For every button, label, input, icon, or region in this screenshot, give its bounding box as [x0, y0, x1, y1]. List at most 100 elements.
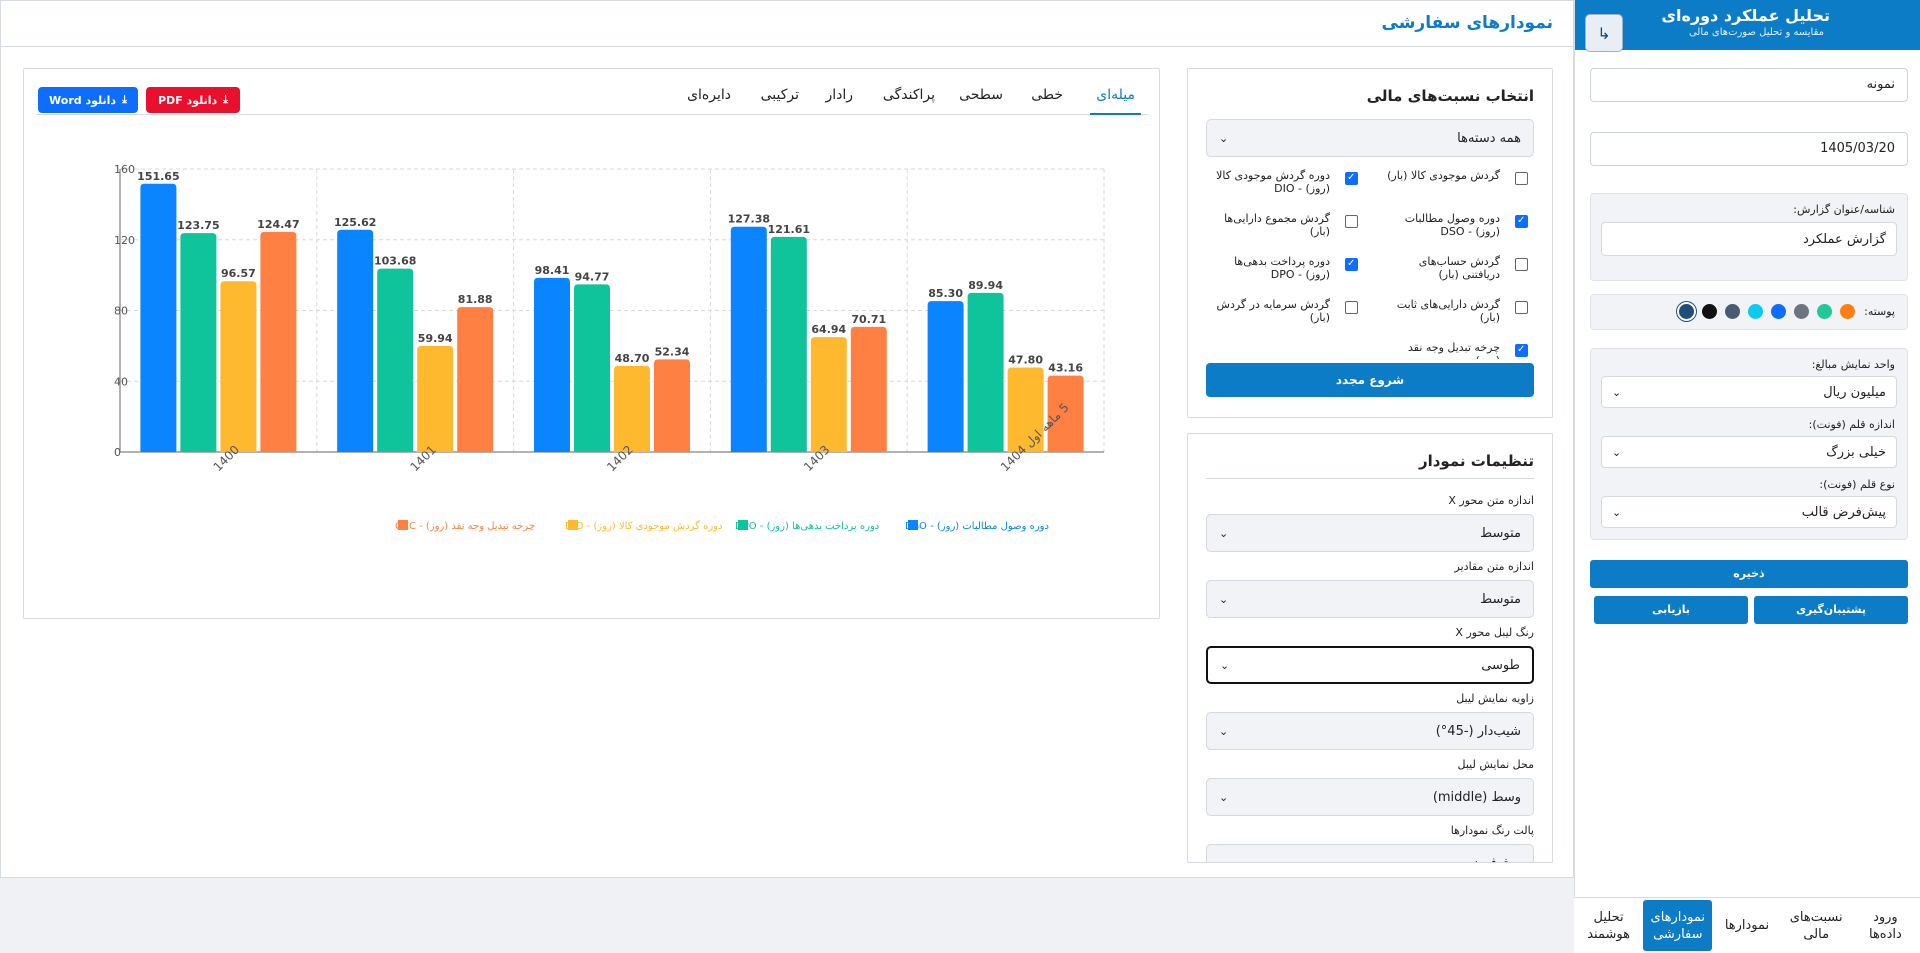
chart-bar: [654, 359, 690, 452]
legend-label: دوره وصول مطالبات (روز) - DSO: [905, 521, 1049, 532]
ratio-checkbox-label: گردش مجموع دارایی‌ها (بار): [1224, 212, 1330, 238]
y-tick-label: 120: [114, 234, 135, 247]
ratio-checkbox[interactable]: [1515, 172, 1528, 185]
chart-card: میله‌ای خطی سطحی پراکندگی رادار ترکیبی دایره‌ا…: [23, 68, 1160, 619]
setting-value: متوسط: [1480, 525, 1521, 541]
chart-tab[interactable]: میله‌ای: [1090, 83, 1141, 115]
ratio-checkbox[interactable]: [1515, 344, 1528, 357]
chevron-down-icon: ⌄: [1219, 592, 1229, 606]
ratio-checkbox-label: دوره گردش موجودی کالا (روز) - DIO: [1216, 169, 1330, 195]
legend-label: چرخه تبدیل وجه نقد (روز) - CCC: [395, 521, 535, 532]
legend-swatch: [398, 520, 408, 530]
chart-tab[interactable]: پراکندگی: [882, 87, 935, 103]
chevron-down-icon: ⌄: [1612, 445, 1622, 459]
skin-color-picker: [1671, 304, 1855, 319]
chart-settings-panel: تنظیمات نمودار اندازه متن محور X متوسط ⌄ ان…: [1187, 433, 1553, 863]
report-label: شناسه/عنوان گزارش:: [1793, 203, 1895, 216]
font-size-select[interactable]: خیلی بزرگ ⌄: [1601, 436, 1897, 468]
setting-select[interactable]: وسط (middle) ⌄: [1206, 778, 1534, 816]
ratio-checkbox[interactable]: [1515, 301, 1528, 314]
bar-value-label: 123.75: [177, 219, 219, 232]
chevron-down-icon: ⌄: [1612, 505, 1622, 519]
ratios-panel-title: انتخاب نسبت‌های مالی: [1366, 87, 1534, 105]
unit-select[interactable]: میلیون ریال ⌄: [1601, 376, 1897, 408]
chart-bar: [574, 284, 610, 452]
bottom-nav-tab[interactable]: نمودارها: [1724, 918, 1770, 933]
legend-label: دوره گردش موجودی کالا (روز) - DIO: [565, 520, 722, 532]
date-field[interactable]: 1405/03/20: [1590, 132, 1908, 166]
ratio-checkbox[interactable]: [1345, 301, 1358, 314]
setting-label: رنگ لیبل محور X: [1455, 626, 1534, 639]
skin-color-swatch[interactable]: [1679, 304, 1694, 319]
download-icon: ⤓: [223, 93, 229, 106]
sidebar-header: تحلیل عملکرد دوره‌ای مقایسه و تحلیل صورت…: [1575, 0, 1920, 52]
setting-value: پیش‌فرض: [1467, 855, 1521, 863]
skin-color-swatch[interactable]: [1794, 304, 1809, 319]
setting-select[interactable]: طوسی ⌄: [1206, 646, 1534, 684]
bar-value-label: 127.38: [728, 213, 770, 226]
ratio-checkbox[interactable]: [1345, 258, 1358, 271]
bar-value-label: 64.94: [811, 323, 846, 336]
chart-bar: [810, 337, 847, 452]
skin-color-swatch[interactable]: [1725, 304, 1740, 319]
ratio-checkbox[interactable]: [1345, 215, 1358, 228]
skin-color-swatch[interactable]: [1817, 304, 1832, 319]
setting-select[interactable]: متوسط ⌄: [1206, 580, 1534, 618]
download-pdf-button[interactable]: ⤓ دانلود PDF: [146, 87, 240, 113]
font-type-select[interactable]: پیش‌فرض قالب ⌄: [1601, 496, 1897, 528]
bottom-nav-tab[interactable]: تحلیل هوشمند: [1587, 909, 1630, 942]
company-field[interactable]: نمونه: [1590, 68, 1908, 102]
bar-value-label: 81.88: [458, 293, 493, 306]
skin-color-swatch[interactable]: [1771, 304, 1786, 319]
ratio-checkbox[interactable]: [1515, 258, 1528, 271]
y-tick-label: 0: [114, 446, 121, 459]
chart-tab[interactable]: دایره‌ای: [687, 87, 731, 103]
setting-select[interactable]: پیش‌فرض ⌄: [1206, 844, 1534, 863]
setting-label: زاویه نمایش لیبل: [1456, 692, 1534, 705]
ratios-panel: انتخاب نسبت‌های مالی همه دسته‌ها ⌄ گردش م…: [1187, 68, 1553, 418]
setting-select[interactable]: شیب‌دار (-45°) ⌄: [1206, 712, 1534, 750]
page-title: نمودارهای سفارشی: [1381, 13, 1554, 33]
setting-value: شیب‌دار (-45°): [1435, 723, 1521, 739]
bar-value-label: 85.30: [928, 287, 963, 300]
sidebar-toggle-icon[interactable]: ↳: [1585, 14, 1623, 52]
chart-tab[interactable]: سطحی: [959, 87, 1003, 103]
chart-tab[interactable]: خطی: [1031, 87, 1063, 103]
skin-color-swatch[interactable]: [1748, 304, 1763, 319]
bar-value-label: 70.71: [851, 313, 886, 326]
bar-chart: 04080120160151.65123.7596.57124.47140012…: [114, 163, 1105, 532]
bottom-nav-tab[interactable]: ورود داده‌ها: [1868, 909, 1902, 942]
chart-bar: [1007, 367, 1044, 452]
chart-bar: [770, 236, 807, 452]
restore-button[interactable]: بازیابی: [1594, 596, 1748, 624]
backup-button[interactable]: پشتیبان‌گیری: [1754, 596, 1908, 624]
chart-tab[interactable]: رادار: [825, 87, 853, 103]
font-size-value: خیلی بزرگ: [1826, 444, 1886, 460]
font-type-label: نوع قلم (فونت):: [1819, 478, 1895, 491]
chart-tab[interactable]: ترکیبی: [760, 87, 799, 103]
category-value: همه دسته‌ها: [1457, 130, 1521, 146]
category-select[interactable]: همه دسته‌ها ⌄: [1206, 119, 1534, 157]
report-title-input[interactable]: گزارش عملکرد: [1601, 222, 1897, 256]
save-button[interactable]: ذخیره: [1590, 560, 1908, 588]
bar-value-label: 94.77: [575, 270, 610, 283]
setting-label: اندازه متن مقادیر: [1454, 560, 1534, 573]
skin-color-swatch[interactable]: [1840, 304, 1855, 319]
setting-label: محل نمایش لیبل: [1457, 758, 1535, 771]
chart-bar: [260, 231, 297, 452]
ratio-checkbox[interactable]: [1345, 172, 1358, 185]
setting-select[interactable]: متوسط ⌄: [1206, 514, 1534, 552]
bottom-nav-tab[interactable]: نسبت‌های مالی: [1789, 909, 1843, 942]
app-title: تحلیل عملکرد دوره‌ای: [1661, 6, 1830, 25]
chart-bar: [534, 277, 570, 452]
y-tick-label: 40: [114, 375, 128, 388]
ratio-checkbox-label: گردش سرمایه در گردش (بار): [1216, 298, 1330, 324]
download-word-label: دانلود Word: [49, 93, 117, 107]
skin-color-swatch[interactable]: [1702, 304, 1717, 319]
chevron-down-icon: ⌄: [1219, 856, 1229, 863]
bottom-nav-tab[interactable]: نمودارهای سفارشی: [1643, 900, 1713, 951]
reset-button[interactable]: شروع مجدد: [1206, 363, 1534, 397]
download-word-button[interactable]: ⤓ دانلود Word: [38, 87, 138, 113]
ratio-checkbox[interactable]: [1515, 215, 1528, 228]
bar-value-label: 48.70: [615, 352, 650, 365]
